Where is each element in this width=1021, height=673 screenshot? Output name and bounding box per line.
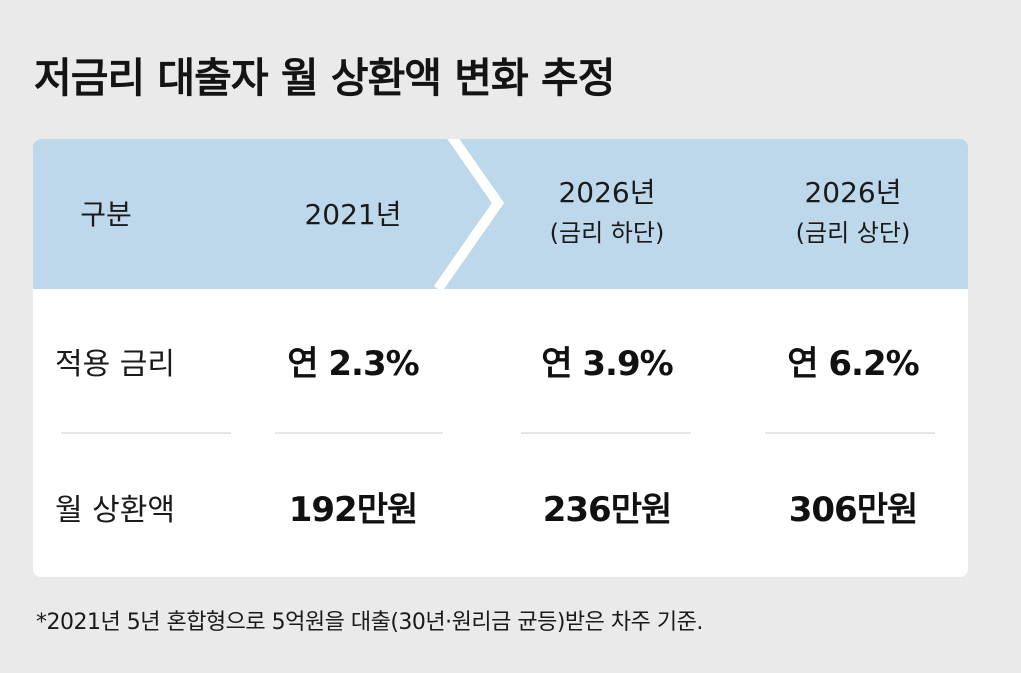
header-col-2026-high-sub: (금리 상단) [795, 219, 911, 247]
rate-2021: 연 2.3% [287, 344, 419, 384]
header-col-2021: 2021년 [304, 198, 402, 231]
payment-2026-low: 236만원 [542, 490, 673, 530]
header-col-2026-low-year: 2026년 [558, 176, 656, 209]
rate-2026-high: 연 6.2% [787, 344, 919, 384]
header-arrow-band [33, 139, 968, 289]
header-label: 구분 [80, 198, 132, 231]
header-col-2026-high-year: 2026년 [804, 176, 902, 209]
payment-2021: 192만원 [288, 490, 419, 530]
rate-2026-low: 연 3.9% [541, 344, 673, 384]
row-divider [521, 432, 691, 434]
header-col-2026-low-sub: (금리 하단) [549, 219, 665, 247]
row-divider [61, 432, 231, 434]
comparison-table: 구분 2021년 2026년 (금리 하단) 2026년 (금리 상단) 적용 … [33, 139, 968, 577]
row-divider [275, 432, 443, 434]
row-label-rate: 적용 금리 [55, 347, 175, 382]
row-label-payment: 월 상환액 [55, 493, 175, 528]
table-header: 구분 2021년 2026년 (금리 하단) 2026년 (금리 상단) [33, 139, 968, 289]
page-title: 저금리 대출자 월 상환액 변화 추정 [34, 54, 615, 102]
row-divider [765, 432, 935, 434]
footnote: *2021년 5년 혼합형으로 5억원을 대출(30년·원리금 균등)받은 차주… [36, 610, 703, 635]
payment-2026-high: 306만원 [788, 490, 919, 530]
